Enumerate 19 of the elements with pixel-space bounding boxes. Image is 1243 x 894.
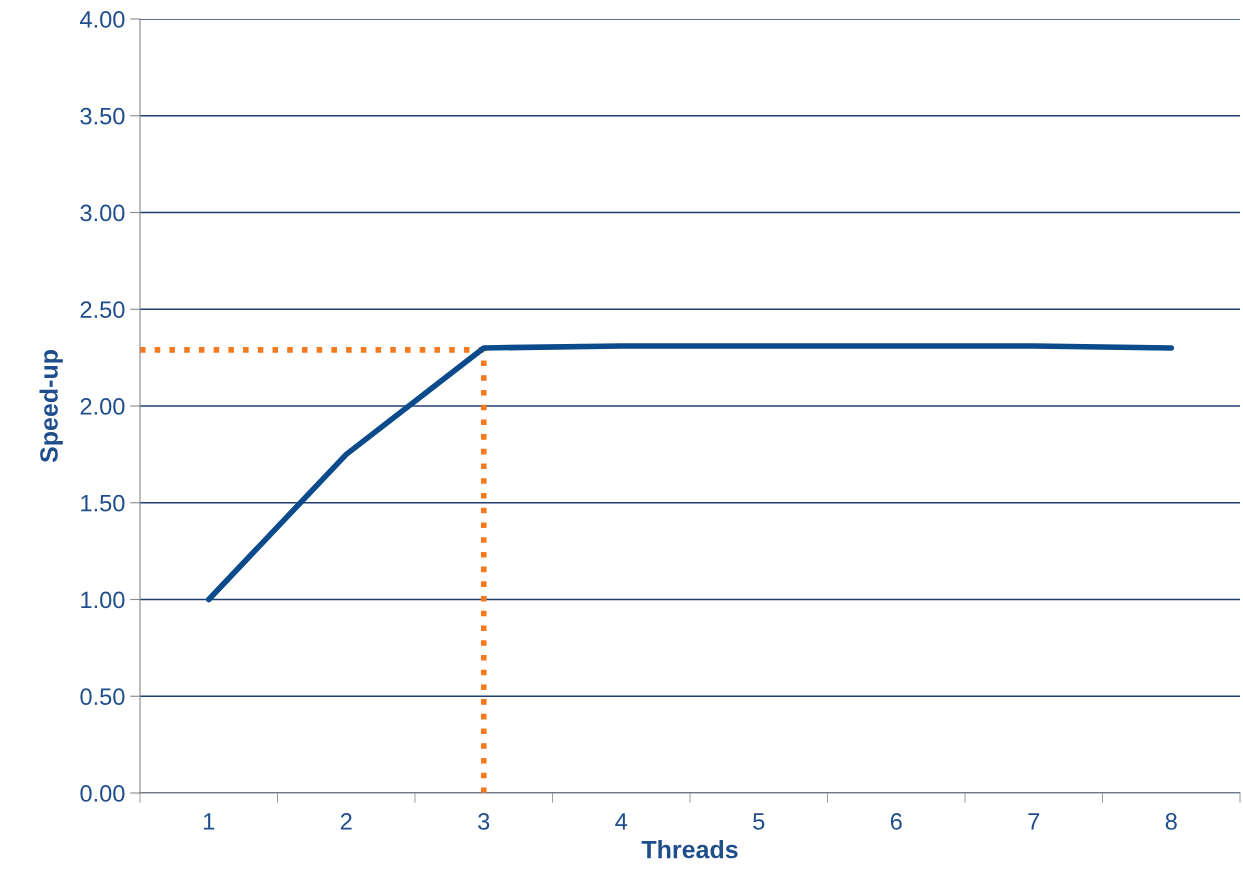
- x-tick-label: 1: [203, 813, 215, 830]
- y-tick-label: 0.00: [80, 785, 125, 802]
- y-tick-label: 2.50: [80, 301, 125, 319]
- x-axis-title: Threads: [641, 840, 738, 859]
- x-tick-label: 6: [890, 813, 902, 830]
- x-tick-label: 7: [1028, 813, 1040, 830]
- y-tick-label: 1.00: [81, 591, 125, 609]
- x-tick-label: 4: [615, 813, 628, 830]
- y-axis-title: Speed-up: [39, 350, 63, 463]
- y-tick-label: 4.00: [80, 11, 125, 28]
- x-tick-label: 3: [478, 813, 490, 830]
- y-tick-label: 1.50: [81, 494, 125, 512]
- x-tick-label: 5: [753, 813, 765, 830]
- y-tick-label: 0.50: [80, 688, 125, 706]
- x-tick-label: 2: [340, 813, 352, 830]
- y-tick-label: 3.00: [80, 204, 125, 222]
- x-tick-label: 8: [1165, 813, 1177, 830]
- y-tick-label: 3.50: [80, 107, 125, 125]
- y-tick-label: 2.00: [80, 398, 125, 415]
